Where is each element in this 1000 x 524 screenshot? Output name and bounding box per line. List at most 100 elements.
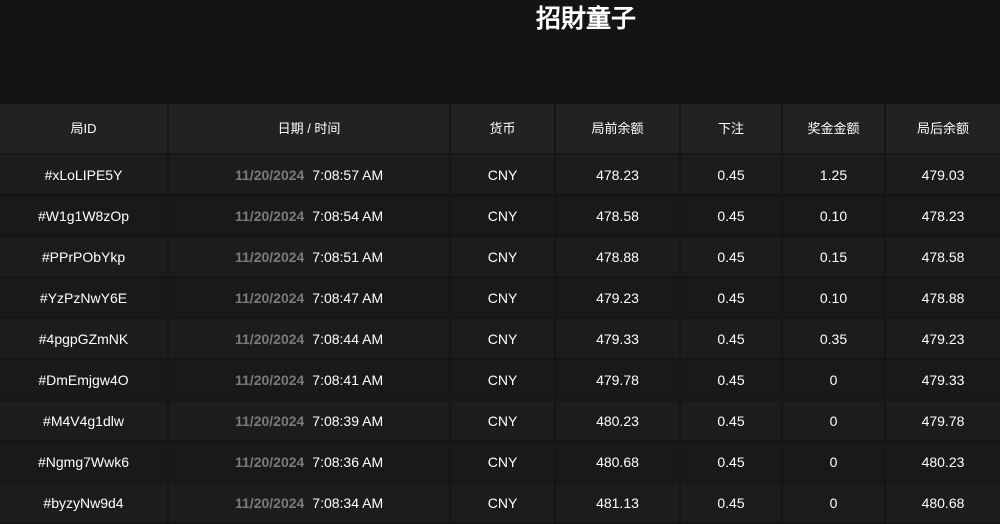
date: 11/20/2024 — [235, 330, 305, 347]
datetime: 11/20/2024 7:08:44 AM — [168, 318, 451, 360]
round-id[interactable]: #4pgpGZmNK — [0, 318, 169, 360]
currency: CNY — [450, 482, 556, 524]
currency: CNY — [450, 195, 556, 237]
currency: CNY — [450, 400, 556, 442]
balance-after: 479.03 — [885, 154, 1000, 196]
round-id[interactable]: #W1g1W8zOp — [0, 195, 169, 237]
win: 0 — [782, 441, 886, 483]
table-row[interactable]: #byzyNw9d4 11/20/2024 7:08:34 AM CNY 481.13 0… — [0, 482, 1000, 524]
round-id[interactable]: #DmEmjgw4O — [0, 359, 169, 401]
balance-after: 478.58 — [885, 236, 1000, 278]
currency: CNY — [450, 441, 556, 483]
date: 11/20/2024 — [235, 371, 305, 388]
time: 7:08:57 AM — [312, 166, 384, 183]
history-table: 局ID 日期 / 时间 货币 局前余额 下注 奖金金额 局后余额 #xLoLIP… — [0, 104, 1000, 524]
date: 11/20/2024 — [235, 453, 305, 470]
balance-after: 480.23 — [885, 441, 1000, 483]
balance-before: 480.68 — [555, 441, 681, 483]
bet: 0.45 — [680, 441, 783, 483]
balance-before: 479.23 — [555, 277, 681, 319]
table-row[interactable]: #M4V4g1dlw 11/20/2024 7:08:39 AM CNY 480.23 0… — [0, 400, 1000, 442]
round-id[interactable]: #YzPzNwY6E — [0, 277, 169, 319]
date: 11/20/2024 — [235, 248, 305, 265]
time: 7:08:44 AM — [312, 330, 384, 347]
table-row[interactable]: #4pgpGZmNK 11/20/2024 7:08:44 AM CNY 479.33 0… — [0, 318, 1000, 360]
currency: CNY — [450, 318, 556, 360]
win: 0 — [782, 482, 886, 524]
col-bet: 下注 — [680, 104, 783, 155]
datetime: 11/20/2024 7:08:57 AM — [168, 154, 451, 196]
page-title: 招財童子 — [535, 4, 636, 33]
balance-before: 478.58 — [555, 195, 681, 237]
win: 0.10 — [782, 195, 886, 237]
bet: 0.45 — [680, 482, 783, 524]
currency: CNY — [450, 154, 556, 196]
col-datetime: 日期 / 时间 — [168, 104, 451, 155]
date: 11/20/2024 — [235, 166, 305, 183]
col-win: 奖金金额 — [782, 104, 886, 155]
datetime: 11/20/2024 7:08:47 AM — [168, 277, 451, 319]
win: 0.10 — [782, 277, 886, 319]
round-id[interactable]: #xLoLIPE5Y — [0, 154, 169, 196]
balance-after: 478.23 — [885, 195, 1000, 237]
balance-after: 479.23 — [885, 318, 1000, 360]
balance-before: 478.88 — [555, 236, 681, 278]
round-id[interactable]: #PPrPObYkp — [0, 236, 169, 278]
time: 7:08:54 AM — [312, 207, 384, 224]
balance-after: 479.33 — [885, 359, 1000, 401]
balance-before: 481.13 — [555, 482, 681, 524]
time: 7:08:51 AM — [312, 248, 384, 265]
col-round-id: 局ID — [0, 104, 169, 155]
balance-before: 478.23 — [555, 154, 681, 196]
balance-before: 480.23 — [555, 400, 681, 442]
balance-after: 479.78 — [885, 400, 1000, 442]
bet: 0.45 — [680, 359, 783, 401]
table-header: 局ID 日期 / 时间 货币 局前余额 下注 奖金金额 局后余额 — [0, 104, 1000, 155]
balance-after: 478.88 — [885, 277, 1000, 319]
bet: 0.45 — [680, 195, 783, 237]
bet: 0.45 — [680, 154, 783, 196]
datetime: 11/20/2024 7:08:41 AM — [168, 359, 451, 401]
date: 11/20/2024 — [235, 289, 305, 306]
table-row[interactable]: #W1g1W8zOp 11/20/2024 7:08:54 AM CNY 478.58 0… — [0, 195, 1000, 237]
time: 7:08:47 AM — [312, 289, 384, 306]
table-row[interactable]: #Ngmg7Wwk6 11/20/2024 7:08:36 AM CNY 480.68 0… — [0, 441, 1000, 483]
win: 1.25 — [782, 154, 886, 196]
col-currency: 货币 — [450, 104, 556, 155]
currency: CNY — [450, 236, 556, 278]
table-row[interactable]: #PPrPObYkp 11/20/2024 7:08:51 AM CNY 478.88 0… — [0, 236, 1000, 278]
bet: 0.45 — [680, 400, 783, 442]
time: 7:08:34 AM — [312, 494, 384, 511]
datetime: 11/20/2024 7:08:36 AM — [168, 441, 451, 483]
table-row[interactable]: #DmEmjgw4O 11/20/2024 7:08:41 AM CNY 479.78 0… — [0, 359, 1000, 401]
win: 0.15 — [782, 236, 886, 278]
currency: CNY — [450, 359, 556, 401]
round-id[interactable]: #byzyNw9d4 — [0, 482, 169, 524]
table-row[interactable]: #YzPzNwY6E 11/20/2024 7:08:47 AM CNY 479.23 0… — [0, 277, 1000, 319]
balance-after: 480.68 — [885, 482, 1000, 524]
time: 7:08:36 AM — [312, 453, 384, 470]
balance-before: 479.33 — [555, 318, 681, 360]
round-id[interactable]: #Ngmg7Wwk6 — [0, 441, 169, 483]
round-id[interactable]: #M4V4g1dlw — [0, 400, 169, 442]
datetime: 11/20/2024 7:08:39 AM — [168, 400, 451, 442]
time: 7:08:39 AM — [312, 412, 384, 429]
date: 11/20/2024 — [235, 494, 305, 511]
currency: CNY — [450, 277, 556, 319]
balance-before: 479.78 — [555, 359, 681, 401]
table-row[interactable]: #xLoLIPE5Y 11/20/2024 7:08:57 AM CNY 478.23 0… — [0, 154, 1000, 196]
bet: 0.45 — [680, 236, 783, 278]
datetime: 11/20/2024 7:08:51 AM — [168, 236, 451, 278]
header: 招財童子 — [0, 0, 1000, 104]
win: 0 — [782, 400, 886, 442]
col-balance-after: 局后余额 — [885, 104, 1000, 155]
win: 0.35 — [782, 318, 886, 360]
datetime: 11/20/2024 7:08:54 AM — [168, 195, 451, 237]
win: 0 — [782, 359, 886, 401]
bet: 0.45 — [680, 277, 783, 319]
col-balance-before: 局前余额 — [555, 104, 681, 155]
date: 11/20/2024 — [235, 207, 305, 224]
time: 7:08:41 AM — [312, 371, 384, 388]
date: 11/20/2024 — [235, 412, 305, 429]
datetime: 11/20/2024 7:08:34 AM — [168, 482, 451, 524]
